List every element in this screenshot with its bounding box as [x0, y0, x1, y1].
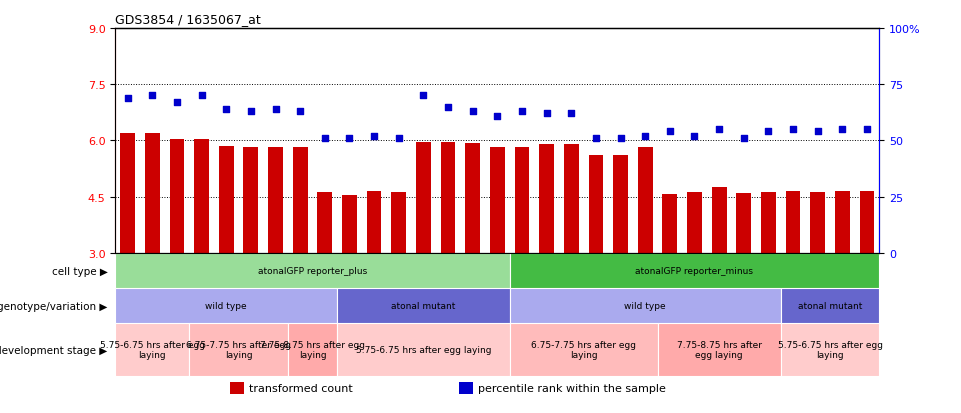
- Text: development stage ▶: development stage ▶: [0, 345, 108, 355]
- Text: atonalGFP reporter_plus: atonalGFP reporter_plus: [258, 266, 367, 275]
- Text: 7.75-8.75 hrs after
egg laying: 7.75-8.75 hrs after egg laying: [677, 340, 762, 359]
- Text: 6.75-7.75 hrs after egg
laying: 6.75-7.75 hrs after egg laying: [186, 340, 291, 359]
- Bar: [539, 145, 554, 253]
- Bar: [243, 148, 259, 253]
- Text: transformed count: transformed count: [249, 383, 353, 393]
- Bar: [638, 148, 653, 253]
- Point: [785, 127, 801, 133]
- Text: 7.75-8.75 hrs after egg
laying: 7.75-8.75 hrs after egg laying: [260, 340, 365, 359]
- Point: [810, 129, 825, 135]
- Point: [440, 104, 456, 111]
- Bar: [268, 148, 283, 253]
- Bar: [564, 145, 579, 253]
- Point: [194, 93, 209, 100]
- Bar: [687, 193, 702, 253]
- Point: [366, 133, 382, 140]
- Bar: [120, 134, 136, 253]
- Bar: [169, 139, 185, 253]
- Bar: [835, 192, 850, 253]
- Bar: [588, 155, 604, 253]
- Bar: [786, 192, 801, 253]
- Bar: [859, 192, 875, 253]
- Text: 5.75-6.75 hrs after egg
laying: 5.75-6.75 hrs after egg laying: [100, 340, 205, 359]
- Bar: [810, 193, 825, 253]
- Bar: [514, 148, 530, 253]
- Text: GDS3854 / 1635067_at: GDS3854 / 1635067_at: [115, 13, 261, 26]
- Text: 6.75-7.75 hrs after egg
laying: 6.75-7.75 hrs after egg laying: [531, 340, 636, 359]
- Bar: [780, 288, 879, 323]
- Point: [243, 109, 259, 115]
- Point: [317, 135, 333, 142]
- Point: [268, 107, 283, 113]
- Bar: [509, 288, 780, 323]
- Bar: [391, 193, 407, 253]
- Bar: [509, 323, 657, 376]
- Bar: [657, 323, 780, 376]
- Bar: [230, 382, 244, 394]
- Point: [416, 93, 431, 100]
- Bar: [115, 288, 337, 323]
- Point: [169, 100, 185, 106]
- Bar: [459, 382, 473, 394]
- Point: [563, 111, 579, 117]
- Text: atonal mutant: atonal mutant: [798, 301, 862, 311]
- Bar: [509, 253, 879, 288]
- Point: [292, 109, 308, 115]
- Bar: [367, 192, 382, 253]
- Point: [637, 133, 653, 140]
- Text: 5.75-6.75 hrs after egg laying: 5.75-6.75 hrs after egg laying: [356, 345, 491, 354]
- Text: atonal mutant: atonal mutant: [391, 301, 456, 311]
- Bar: [194, 139, 209, 253]
- Bar: [490, 148, 505, 253]
- Point: [490, 113, 505, 120]
- Point: [218, 107, 234, 113]
- Point: [662, 129, 678, 135]
- Bar: [736, 193, 752, 253]
- Bar: [219, 147, 234, 253]
- Point: [391, 135, 407, 142]
- Bar: [115, 323, 189, 376]
- Text: atonalGFP reporter_minus: atonalGFP reporter_minus: [635, 266, 753, 275]
- Bar: [189, 323, 288, 376]
- Point: [859, 127, 875, 133]
- Bar: [115, 253, 879, 413]
- Text: genotype/variation ▶: genotype/variation ▶: [0, 301, 108, 311]
- Bar: [441, 143, 456, 253]
- Point: [465, 109, 480, 115]
- Point: [687, 133, 702, 140]
- Bar: [115, 253, 509, 288]
- Point: [120, 95, 136, 102]
- Bar: [712, 188, 727, 253]
- Bar: [780, 323, 879, 376]
- Text: cell type ▶: cell type ▶: [52, 266, 108, 276]
- Bar: [293, 148, 308, 253]
- Point: [711, 127, 727, 133]
- Point: [588, 135, 604, 142]
- Text: 5.75-6.75 hrs after egg
laying: 5.75-6.75 hrs after egg laying: [777, 340, 882, 359]
- Point: [761, 129, 776, 135]
- Text: percentile rank within the sample: percentile rank within the sample: [479, 383, 666, 393]
- Bar: [145, 134, 160, 253]
- Point: [514, 109, 530, 115]
- Point: [539, 111, 554, 117]
- Point: [613, 135, 628, 142]
- Point: [144, 93, 160, 100]
- Bar: [613, 155, 628, 253]
- Bar: [662, 194, 678, 253]
- Bar: [761, 193, 776, 253]
- Point: [835, 127, 850, 133]
- Text: wild type: wild type: [206, 301, 247, 311]
- Text: wild type: wild type: [625, 301, 666, 311]
- Point: [342, 135, 357, 142]
- Bar: [337, 323, 509, 376]
- Bar: [342, 195, 357, 253]
- Bar: [465, 144, 480, 253]
- Point: [736, 135, 752, 142]
- Bar: [416, 143, 431, 253]
- Bar: [317, 193, 333, 253]
- Bar: [288, 323, 337, 376]
- Bar: [337, 288, 509, 323]
